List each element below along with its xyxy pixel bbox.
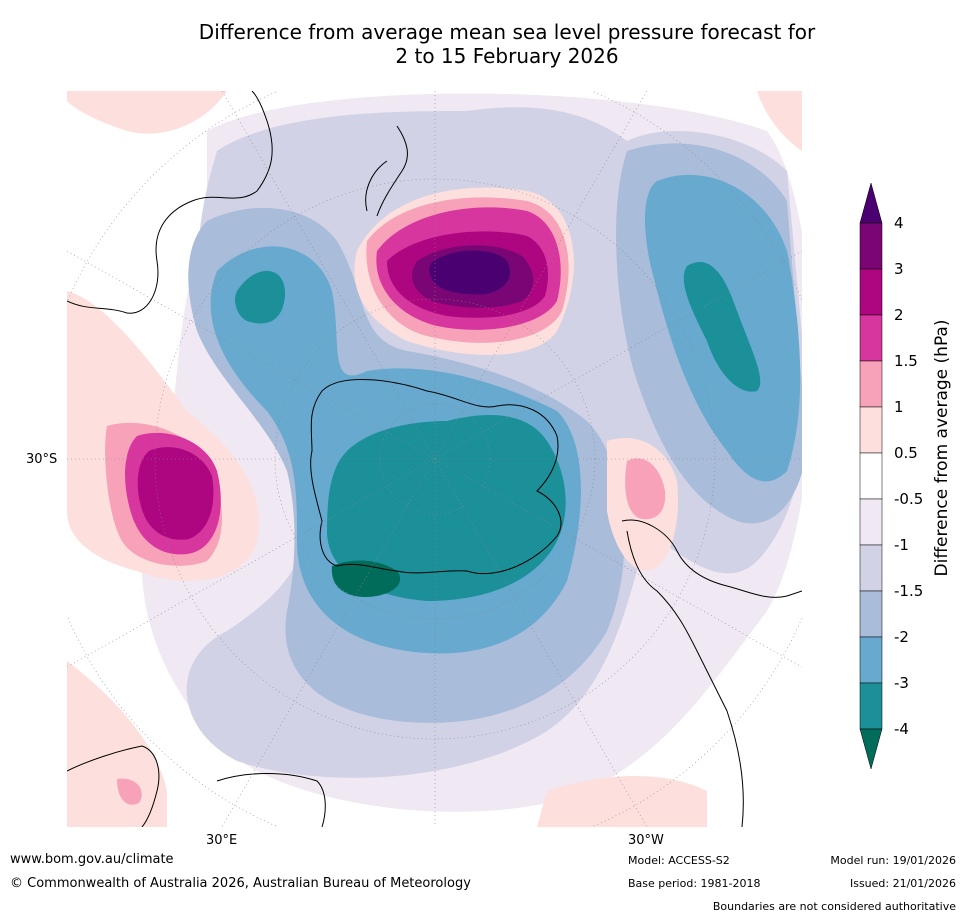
colorbar-tick-label: -1 xyxy=(894,536,909,554)
colorbar-segment xyxy=(859,360,883,408)
colorbar-tick-label: -4 xyxy=(894,720,909,738)
lon-label-30e: 30°E xyxy=(206,833,238,848)
chart-title: Difference from average mean sea level p… xyxy=(0,20,965,68)
colorbar-tick-label: -2 xyxy=(894,628,909,646)
colorbar-over-triangle xyxy=(859,182,883,224)
colorbar-segment xyxy=(859,590,883,638)
colorbar-segment xyxy=(859,544,883,592)
footer-url[interactable]: www.bom.gov.au/climate xyxy=(10,852,174,867)
colorbar: 4 3 2 1.5 1 0.5 -0.5 -1 -1.5 -2 -3 -4 Difference fr… xyxy=(859,182,952,770)
colorbar-tick-label: 1.5 xyxy=(894,352,918,370)
lon-label-30w: 30°W xyxy=(628,833,664,848)
south-america-coastline xyxy=(621,519,802,827)
anomaly-region-positive-3 xyxy=(137,231,548,540)
colorbar-tick-label: -0.5 xyxy=(894,490,923,508)
colorbar-tick-label: 2 xyxy=(894,306,904,324)
colorbar-segment xyxy=(859,682,883,730)
new-zealand-coastline xyxy=(365,125,408,217)
colorbar-segment xyxy=(859,452,883,500)
colorbar-segment xyxy=(859,406,883,454)
colorbar-segment xyxy=(859,498,883,546)
lat-label-30s: 30°S xyxy=(26,452,58,467)
footer-model: Model: ACCESS-S2 xyxy=(628,854,730,867)
colorbar-segment xyxy=(859,222,883,270)
graticule xyxy=(67,91,802,827)
colorbar-tick-label: 1 xyxy=(894,398,904,416)
anomaly-region-extreme-positive xyxy=(429,250,511,295)
colorbar-tick-label: -1.5 xyxy=(894,582,923,600)
footer-copyright: © Commonwealth of Australia 2026, Austra… xyxy=(10,876,471,891)
footer-issued: Issued: 21/01/2026 xyxy=(849,877,956,890)
africa-coastline xyxy=(67,745,326,827)
title-line-2: 2 to 15 February 2026 xyxy=(395,44,619,68)
anomaly-region-negative-4 xyxy=(235,262,761,601)
title-line-1: Difference from average mean sea level p… xyxy=(198,20,816,44)
colorbar-tick-label: 3 xyxy=(894,260,904,278)
colorbar-under-triangle xyxy=(859,728,883,770)
colorbar-label: Difference from average (hPa) xyxy=(932,320,952,577)
footer-disclaimer: Boundaries are not considered authoritat… xyxy=(712,900,956,913)
colorbar-tick-label: -3 xyxy=(894,674,909,692)
australia-coastline xyxy=(67,91,273,314)
colorbar-segment xyxy=(859,314,883,362)
colorbar-segment xyxy=(859,636,883,684)
colorbar-tick-label: 0.5 xyxy=(894,444,918,462)
pressure-anomaly-map xyxy=(67,91,802,827)
footer-model-run: Model run: 19/01/2026 xyxy=(830,854,956,867)
anomaly-region-extreme-negative xyxy=(331,560,401,597)
footer-base-period: Base period: 1981-2018 xyxy=(628,877,761,890)
antarctica-coastline xyxy=(310,379,562,575)
colorbar-tick-label: 4 xyxy=(894,214,904,232)
colorbar-segment xyxy=(859,268,883,316)
